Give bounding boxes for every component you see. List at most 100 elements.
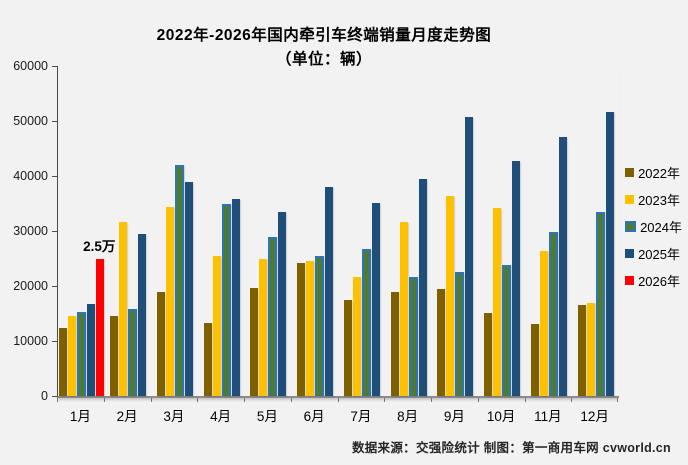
- legend: 2022年 2023年 2024年 2025年 2026年: [625, 163, 682, 290]
- bar-group: [385, 66, 432, 396]
- y-axis-tick: [52, 285, 57, 287]
- x-axis-label: 4月: [197, 398, 244, 425]
- bar-2023年: [165, 206, 174, 396]
- legend-item: 2026年: [625, 271, 682, 290]
- bar-2025年: [86, 303, 95, 396]
- bar-2025年: [325, 187, 334, 396]
- bar-group: [526, 66, 573, 396]
- bar-2024年: [548, 232, 558, 396]
- x-axis-label: 8月: [384, 398, 431, 425]
- y-axis-tick: [52, 395, 57, 397]
- bar-group: [245, 66, 292, 396]
- bar-2022年: [343, 299, 352, 396]
- bar-2023年: [67, 316, 76, 396]
- y-axis-tick: [52, 120, 57, 122]
- bar-2025年: [605, 112, 614, 396]
- y-axis-label: 50000: [13, 114, 57, 128]
- bar-2022年: [530, 324, 539, 396]
- bar-group: [152, 66, 199, 396]
- x-axis-label: 6月: [290, 398, 338, 425]
- y-axis-tick: [52, 175, 57, 177]
- bar-group: [572, 66, 619, 396]
- legend-item: 2024年: [625, 217, 682, 236]
- bar-group: [339, 66, 386, 396]
- plot-area: 2.5万: [57, 66, 619, 398]
- legend-label: 2024年: [640, 220, 682, 235]
- bar-2025年: [558, 136, 567, 396]
- legend-swatch: [625, 168, 635, 177]
- bar-2023年: [493, 207, 502, 396]
- legend-swatch: [625, 195, 635, 204]
- bar-2022年: [297, 262, 306, 396]
- legend-label: 2025年: [638, 247, 680, 262]
- y-axis-label-text: 20000: [13, 279, 48, 293]
- bar-group: [292, 66, 339, 396]
- legend-label: 2022年: [638, 166, 680, 181]
- legend-label: 2026年: [638, 274, 680, 289]
- y-axis-label-text: 60000: [13, 59, 48, 73]
- bar-2024年: [502, 264, 512, 396]
- y-axis-label-text: 40000: [13, 169, 48, 183]
- bar-2023年: [446, 196, 455, 396]
- bar-2024年: [595, 211, 605, 396]
- bar-2022年: [437, 289, 446, 396]
- x-axis-label: 10月: [477, 398, 525, 425]
- bar-2026年: 2.5万: [83, 239, 115, 396]
- x-axis-label: 5月: [244, 398, 291, 425]
- y-axis-label: 30000: [13, 224, 57, 238]
- bar-2025年: [371, 203, 380, 396]
- bar-2023年: [119, 222, 128, 396]
- x-axis-label: 1月: [57, 398, 104, 425]
- x-axis-label: 3月: [150, 398, 198, 425]
- y-axis-label: 40000: [13, 169, 57, 183]
- bar-group: [198, 66, 245, 396]
- y-axis-tick: [52, 340, 57, 342]
- legend-item: 2023年: [625, 190, 682, 209]
- bar-2023年: [399, 222, 408, 396]
- bar-group: [432, 66, 479, 396]
- bar-2023年: [306, 260, 315, 396]
- x-axis-labels: 1月 2月 3月 4月 5月 6月 7月 8月 9月 10月 11月 12月: [57, 398, 618, 425]
- legend-swatch: [625, 276, 635, 285]
- y-axis-label: 20000: [13, 279, 57, 293]
- x-axis-label: 11月: [524, 398, 572, 425]
- bar-2025年: [465, 117, 474, 396]
- bar-group: [105, 66, 152, 396]
- bar-2025年: [231, 199, 240, 396]
- y-axis-tick: [52, 230, 57, 232]
- legend-swatch: [625, 221, 637, 232]
- legend-item: 2025年: [625, 244, 682, 263]
- bar-group: [479, 66, 526, 396]
- bar-2023年: [259, 259, 268, 396]
- legend-label: 2023年: [638, 193, 680, 208]
- bar-2024年: [268, 236, 278, 396]
- bar-2025年: [418, 178, 427, 396]
- legend-swatch: [625, 249, 635, 258]
- bar-2022年: [58, 327, 67, 396]
- y-axis-label-text: 30000: [13, 224, 48, 238]
- bar-2025年: [278, 212, 287, 396]
- source-credit: 数据来源：交强险统计 制图：第一商用车网 cvworld.cn: [351, 441, 671, 455]
- bar-annotation: 2.5万: [83, 238, 116, 254]
- bar-2023年: [539, 251, 548, 396]
- chart-title-line2: （单位：辆）: [275, 51, 372, 68]
- y-axis-tick: [52, 65, 57, 67]
- bar-2024年: [174, 165, 184, 396]
- bar-2023年: [352, 276, 361, 396]
- bar-2024年: [455, 271, 465, 396]
- y-axis-label-text: 10000: [13, 334, 48, 348]
- bar-2024年: [76, 312, 86, 396]
- bar-2024年: [128, 308, 138, 396]
- bar-2022年: [390, 292, 399, 396]
- bar-2022年: [110, 315, 119, 396]
- bar-2022年: [203, 323, 212, 396]
- x-axis-label: 9月: [431, 398, 478, 425]
- bar-2025年: [184, 181, 193, 396]
- bar-2022年: [577, 304, 586, 396]
- y-axis-label: 0: [41, 389, 57, 403]
- x-axis-label: 12月: [571, 398, 618, 425]
- bar-2023年: [212, 256, 221, 396]
- y-axis-label-text: 50000: [13, 114, 48, 128]
- bar-2024年: [361, 249, 371, 396]
- bar-2025年: [138, 233, 147, 396]
